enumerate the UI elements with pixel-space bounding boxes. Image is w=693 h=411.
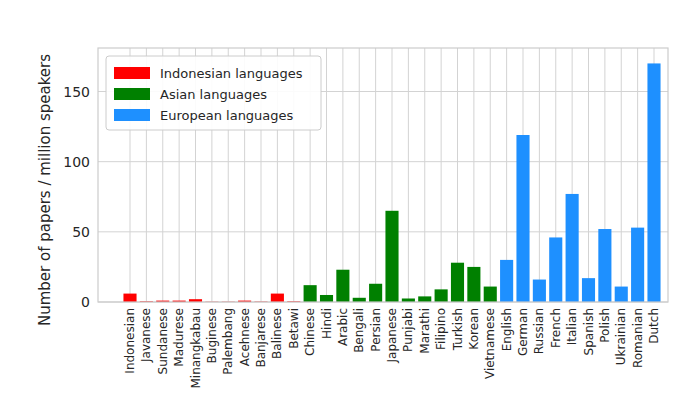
legend-label: Asian languages bbox=[160, 87, 267, 102]
frame bbox=[98, 48, 668, 302]
plot-area bbox=[98, 48, 668, 302]
x-tick-label: Bengali bbox=[352, 308, 366, 353]
bar bbox=[566, 194, 579, 302]
x-tick-label: Balinese bbox=[270, 308, 284, 359]
x-tick-label: Spanish bbox=[582, 308, 596, 355]
bar bbox=[304, 285, 317, 302]
x-tick-label: Hindi bbox=[320, 308, 334, 339]
x-grid-line bbox=[359, 48, 360, 302]
x-tick-label: Minangkabau bbox=[189, 308, 203, 389]
legend-label: Indonesian languages bbox=[160, 66, 303, 81]
bar bbox=[598, 229, 611, 302]
x-tick-label: Korean bbox=[467, 308, 481, 350]
x-tick-label: French bbox=[549, 308, 563, 348]
x-grid-line bbox=[588, 48, 589, 302]
x-tick-label: Vietnamese bbox=[483, 308, 497, 379]
bar bbox=[516, 135, 529, 302]
x-tick-label: Acehnese bbox=[238, 308, 252, 366]
bar bbox=[369, 284, 382, 302]
x-tick-label: Polish bbox=[598, 308, 612, 343]
x-grid-line bbox=[473, 48, 474, 302]
y-grid-line bbox=[98, 231, 668, 232]
x-tick-label: Javanese bbox=[139, 308, 153, 363]
x-tick-label: Russian bbox=[532, 308, 546, 354]
y-tick-label: 50 bbox=[72, 224, 90, 240]
x-tick-label: German bbox=[516, 308, 530, 356]
x-tick-label: Turkish bbox=[451, 308, 465, 351]
bar bbox=[615, 287, 628, 302]
y-axis-label: Number of papers / million speakers bbox=[36, 54, 54, 326]
bar bbox=[484, 287, 497, 302]
x-grid-line bbox=[408, 48, 409, 302]
bar bbox=[123, 294, 136, 302]
bar bbox=[467, 267, 480, 302]
x-grid-line bbox=[621, 48, 622, 302]
x-tick-label: Marathi bbox=[418, 308, 432, 354]
x-tick-label: Chinese bbox=[303, 308, 317, 356]
legend-label: European languages bbox=[160, 108, 294, 123]
x-tick-label: Italian bbox=[565, 308, 579, 345]
x-tick-label: Madurese bbox=[172, 308, 186, 367]
y-grid-line bbox=[98, 161, 668, 162]
x-tick-label: Betawi bbox=[287, 308, 301, 349]
bar bbox=[582, 278, 595, 302]
x-tick-label: Buginese bbox=[205, 308, 219, 363]
bar bbox=[271, 294, 284, 302]
bar bbox=[418, 296, 431, 302]
legend-swatch bbox=[114, 88, 150, 100]
x-grid-line bbox=[424, 48, 425, 302]
x-tick-label: Romanian bbox=[631, 308, 645, 368]
x-tick-label: Palembang bbox=[221, 308, 235, 375]
x-grid-line bbox=[490, 48, 491, 302]
y-tick-label: 150 bbox=[63, 84, 90, 100]
x-tick-label: Arabic bbox=[336, 308, 350, 346]
x-grid-line bbox=[441, 48, 442, 302]
bar bbox=[647, 63, 660, 302]
x-tick-label: Banjarese bbox=[254, 308, 268, 368]
x-grid-line bbox=[342, 48, 343, 302]
legend: Indonesian languages Asian languages Europ… bbox=[106, 56, 321, 130]
x-tick-label: Filipino bbox=[434, 308, 448, 350]
chart: 0 50 100 150 IndonesianJavaneseSundaneseMadu… bbox=[0, 0, 693, 411]
y-tick-label: 0 bbox=[81, 294, 90, 310]
x-tick-label: Persian bbox=[369, 308, 383, 352]
bar bbox=[549, 237, 562, 302]
bars bbox=[123, 63, 660, 302]
x-grid-line bbox=[375, 48, 376, 302]
grid bbox=[98, 48, 668, 302]
bar bbox=[631, 228, 644, 302]
bar bbox=[353, 298, 366, 302]
legend-box bbox=[106, 56, 321, 130]
x-tick-label: Dutch bbox=[647, 308, 661, 344]
x-tick-label: Sundanese bbox=[156, 308, 170, 374]
y-tick-label: 100 bbox=[63, 154, 90, 170]
x-tick-label: Punjabi bbox=[401, 308, 415, 352]
legend-swatch bbox=[114, 109, 150, 121]
bar bbox=[320, 295, 333, 302]
x-tick-label: Japanese bbox=[385, 308, 399, 364]
bar bbox=[500, 260, 513, 302]
bar bbox=[435, 289, 448, 302]
bar bbox=[385, 211, 398, 302]
x-grid-line bbox=[326, 48, 327, 302]
x-tick-label: Indonesian bbox=[123, 308, 137, 374]
bar bbox=[451, 263, 464, 302]
x-grid-line bbox=[539, 48, 540, 302]
bar bbox=[533, 280, 546, 302]
bar bbox=[336, 270, 349, 302]
legend-swatch bbox=[114, 67, 150, 79]
x-tick-label: English bbox=[500, 308, 514, 351]
x-tick-label: Ukrainian bbox=[614, 308, 628, 365]
